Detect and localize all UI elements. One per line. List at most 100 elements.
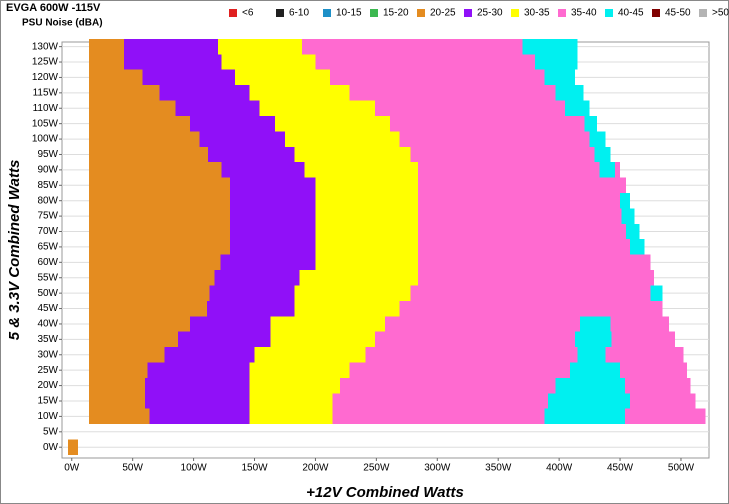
- noise-cell: [164, 347, 255, 363]
- noise-cell: [599, 162, 616, 178]
- noise-cell: [189, 115, 276, 132]
- x-tick-label: 150W: [241, 463, 268, 474]
- noise-cell: [124, 38, 218, 55]
- noise-cell: [330, 69, 545, 86]
- noise-cell: [315, 208, 418, 224]
- x-tick-label: 250W: [363, 463, 390, 474]
- noise-cell: [221, 54, 316, 70]
- noise-cell: [594, 146, 611, 163]
- noise-cell: [217, 38, 303, 55]
- noise-cell: [584, 115, 597, 132]
- y-axis-label: 5 & 3.3V Combined Watts: [6, 160, 23, 341]
- noise-cell: [235, 69, 331, 86]
- noise-cell: [417, 239, 630, 255]
- noise-cell: [88, 393, 145, 409]
- y-tick-label: 15W: [37, 396, 58, 407]
- y-tick-label: 25W: [37, 365, 58, 376]
- noise-cell: [149, 408, 250, 425]
- noise-cell: [144, 393, 250, 409]
- noise-cell: [249, 408, 333, 425]
- noise-cell: [88, 208, 231, 224]
- noise-cell: [88, 270, 215, 286]
- noise-cell: [315, 54, 535, 70]
- noise-cell: [332, 393, 549, 409]
- noise-cell: [88, 131, 200, 147]
- noise-cell: [579, 316, 611, 332]
- noise-cell: [570, 362, 621, 378]
- noise-cell: [621, 208, 635, 224]
- y-tick-label: 105W: [32, 118, 59, 129]
- y-tick-label: 50W: [37, 288, 58, 299]
- noise-cell: [88, 377, 145, 394]
- noise-cell: [209, 285, 295, 301]
- noise-cell: [284, 131, 400, 147]
- noise-cell: [88, 347, 165, 363]
- x-tick-label: 0W: [64, 463, 80, 474]
- noise-cell: [175, 100, 260, 116]
- noise-cell: [199, 131, 285, 147]
- noise-cell: [68, 439, 78, 455]
- noise-cell: [417, 208, 622, 224]
- noise-cell: [230, 177, 316, 193]
- legend-swatch: [229, 9, 237, 17]
- noise-cell: [230, 239, 316, 255]
- noise-cell: [615, 162, 621, 178]
- y-tick-label: 45W: [37, 303, 58, 314]
- noise-cell: [147, 362, 250, 378]
- noise-cell: [555, 85, 584, 101]
- y-tick-label: 35W: [37, 334, 58, 345]
- noise-cell: [88, 239, 231, 255]
- noise-cell: [142, 69, 236, 86]
- noise-cell: [315, 223, 418, 240]
- noise-cell: [214, 270, 300, 286]
- chart-title: EVGA 600W -115V: [6, 2, 101, 14]
- noise-cell: [629, 239, 645, 255]
- noise-cell: [221, 162, 305, 178]
- legend-swatch: [417, 9, 425, 17]
- noise-cell: [230, 192, 316, 209]
- noise-cell: [548, 393, 630, 409]
- noise-cell: [611, 331, 675, 348]
- y-tick-label: 90W: [37, 165, 58, 176]
- noise-cell: [88, 69, 143, 86]
- y-tick-label: 70W: [37, 226, 58, 237]
- noise-cell: [88, 146, 209, 163]
- noise-cell: [384, 316, 580, 332]
- x-tick-label: 200W: [302, 463, 329, 474]
- legend-label: 15-20: [383, 8, 409, 19]
- y-tick-label: 95W: [37, 149, 58, 160]
- legend-swatch: [605, 9, 613, 17]
- y-tick-label: 75W: [37, 211, 58, 222]
- noise-cell: [375, 100, 566, 116]
- noise-cell: [302, 38, 523, 55]
- noise-cell: [88, 285, 210, 301]
- noise-cell: [275, 115, 390, 132]
- noise-cell: [339, 377, 556, 394]
- noise-cell: [417, 270, 655, 286]
- noise-cell: [249, 393, 333, 409]
- x-tick-label: 50W: [122, 463, 143, 474]
- y-tick-label: 130W: [32, 41, 59, 52]
- legend-label: 35-40: [571, 8, 597, 19]
- noise-cell: [88, 192, 231, 209]
- noise-cell: [88, 362, 148, 378]
- x-tick-label: 300W: [424, 463, 451, 474]
- x-tick-label: 100W: [181, 463, 208, 474]
- noise-cell: [177, 331, 271, 348]
- noise-cell: [349, 85, 556, 101]
- noise-cell: [626, 223, 640, 240]
- noise-cell: [249, 362, 350, 378]
- y-tick-label: 60W: [37, 257, 58, 268]
- noise-cell: [88, 316, 190, 332]
- y-tick-label: 5W: [43, 426, 59, 437]
- noise-cell: [610, 316, 669, 332]
- y-tick-label: 120W: [32, 72, 59, 83]
- noise-cell: [230, 208, 316, 224]
- noise-cell: [410, 146, 595, 163]
- y-tick-label: 85W: [37, 180, 58, 191]
- noise-cell: [88, 254, 221, 271]
- noise-cell: [220, 254, 316, 271]
- legend-label: 6-10: [289, 8, 309, 19]
- noise-cell: [315, 239, 418, 255]
